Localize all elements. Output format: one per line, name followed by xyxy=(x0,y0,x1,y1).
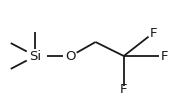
Text: F: F xyxy=(120,83,128,96)
Text: F: F xyxy=(161,50,168,62)
Text: Si: Si xyxy=(29,50,42,62)
Text: F: F xyxy=(150,27,158,40)
Text: O: O xyxy=(66,50,76,62)
